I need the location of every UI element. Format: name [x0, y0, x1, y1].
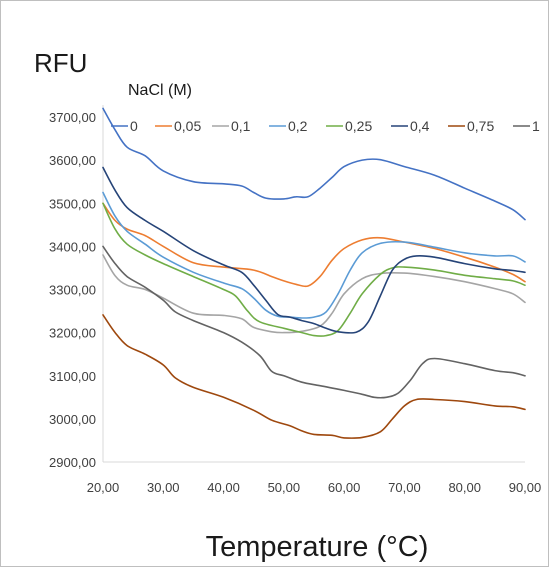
y-tick-label: 3700,00 — [49, 110, 96, 125]
series-line-0-4 — [102, 166, 526, 334]
series-line-0-75 — [102, 314, 526, 439]
legend-label: 0,2 — [288, 118, 308, 134]
x-tick-label: 80,00 — [448, 480, 481, 495]
y-tick-label: 3000,00 — [49, 412, 96, 427]
x-tick-label: 30,00 — [147, 480, 180, 495]
plot-area — [102, 107, 526, 439]
legend-label: 0,1 — [231, 118, 251, 134]
legend-title: NaCl (M) — [128, 82, 192, 99]
y-tick-label: 3600,00 — [49, 153, 96, 168]
series-line-0-25 — [102, 202, 526, 337]
x-tick-label: 70,00 — [388, 480, 421, 495]
series-line-1 — [102, 245, 526, 399]
y-tick-label: 2900,00 — [49, 455, 96, 470]
y-tick-label: 3100,00 — [49, 369, 96, 384]
legend-label: 0,05 — [174, 118, 201, 134]
y-tick-labels: 2900,00 3000,00 3100,00 3200,00 3300,00 3400,… — [49, 110, 96, 470]
y-tick-label: 3200,00 — [49, 326, 96, 341]
y-tick-label: 3500,00 — [49, 196, 96, 211]
y-tick-label: 3300,00 — [49, 283, 96, 298]
legend-label: 1 — [532, 118, 540, 134]
x-axis-label: Temperature (°C) — [206, 531, 429, 563]
series-line-0-05 — [102, 202, 526, 288]
x-tick-label: 20,00 — [87, 480, 120, 495]
y-axis-label: RFU — [34, 48, 87, 78]
y-tick-label: 3400,00 — [49, 239, 96, 254]
legend-label: 0 — [130, 118, 138, 134]
series-line-0 — [102, 107, 526, 221]
legend: 0 0,05 0,1 0,2 0,25 0,4 0,75 1 — [111, 118, 540, 134]
x-tick-label: 50,00 — [268, 480, 301, 495]
legend-label: 0,4 — [410, 118, 430, 134]
legend-label: 0,25 — [345, 118, 372, 134]
x-tick-label: 60,00 — [328, 480, 361, 495]
x-tick-label: 40,00 — [207, 480, 240, 495]
x-tick-labels: 20,00 30,00 40,00 50,00 60,00 70,00 80,00 90,00 — [87, 480, 542, 495]
series-line-0-1 — [102, 254, 526, 334]
series-line-0-2 — [102, 191, 526, 319]
x-tick-label: 90,00 — [509, 480, 542, 495]
legend-label: 0,75 — [467, 118, 494, 134]
